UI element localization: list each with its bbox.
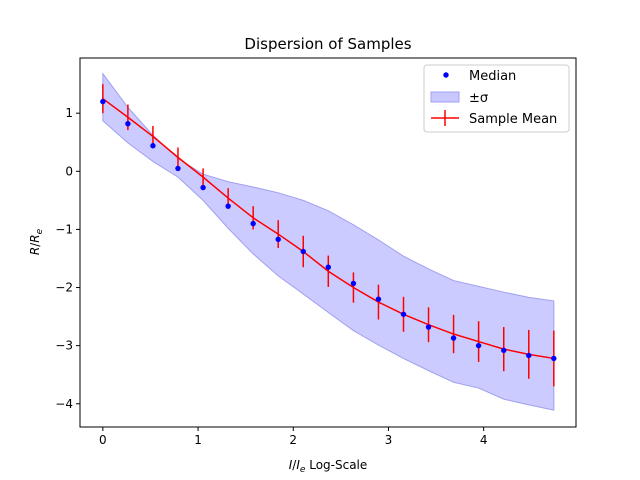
median-point [275, 236, 281, 243]
legend-mean-label: Sample Mean [469, 112, 557, 127]
median-point [100, 98, 106, 105]
median-point [501, 347, 507, 353]
median-point [150, 143, 156, 149]
legend-band-swatch [430, 91, 460, 103]
y-axis-label: R/Re [28, 228, 45, 255]
x-tick-label: 1 [194, 433, 202, 447]
legend: Median ±σ Sample Mean [423, 64, 570, 133]
chart-title: Dispersion of Samples [244, 35, 411, 53]
median-point [551, 355, 557, 362]
y-tick-label: −3 [55, 339, 73, 353]
median-point [250, 220, 256, 227]
y-tick-label: 1 [65, 106, 73, 120]
x-tick-label: 3 [385, 433, 393, 447]
median-point [125, 120, 131, 127]
x-tick-label: 4 [480, 433, 488, 447]
median-point [425, 324, 432, 330]
median-point [400, 311, 407, 317]
axis-ticks: 0 1 2 3 4 1 0 −1 −2 −3 −4 [55, 106, 487, 447]
legend-box [423, 64, 570, 133]
axes-frame [79, 57, 577, 428]
y-tick-label: −4 [55, 397, 73, 411]
legend-median-label: Median [469, 69, 516, 84]
median-point [325, 264, 331, 270]
median-point [450, 335, 457, 341]
legend-median-marker [443, 72, 449, 78]
median-point [225, 203, 231, 209]
median-point [475, 342, 482, 349]
x-tick-label: 2 [289, 433, 297, 447]
median-point [300, 248, 306, 255]
median-point [375, 296, 382, 302]
x-axis-label: I/Ie Log-Scale [289, 458, 368, 475]
median-point [175, 165, 181, 172]
median-point [526, 352, 532, 359]
median-point [200, 184, 206, 191]
legend-band-label: ±σ [469, 91, 488, 106]
sigma-band [102, 72, 555, 411]
x-tick-label: 0 [99, 433, 107, 447]
median-point [350, 280, 357, 287]
plot-area [100, 72, 557, 411]
y-tick-label: −1 [55, 222, 73, 236]
y-tick-label: 0 [65, 164, 73, 178]
y-tick-label: −2 [55, 281, 73, 295]
